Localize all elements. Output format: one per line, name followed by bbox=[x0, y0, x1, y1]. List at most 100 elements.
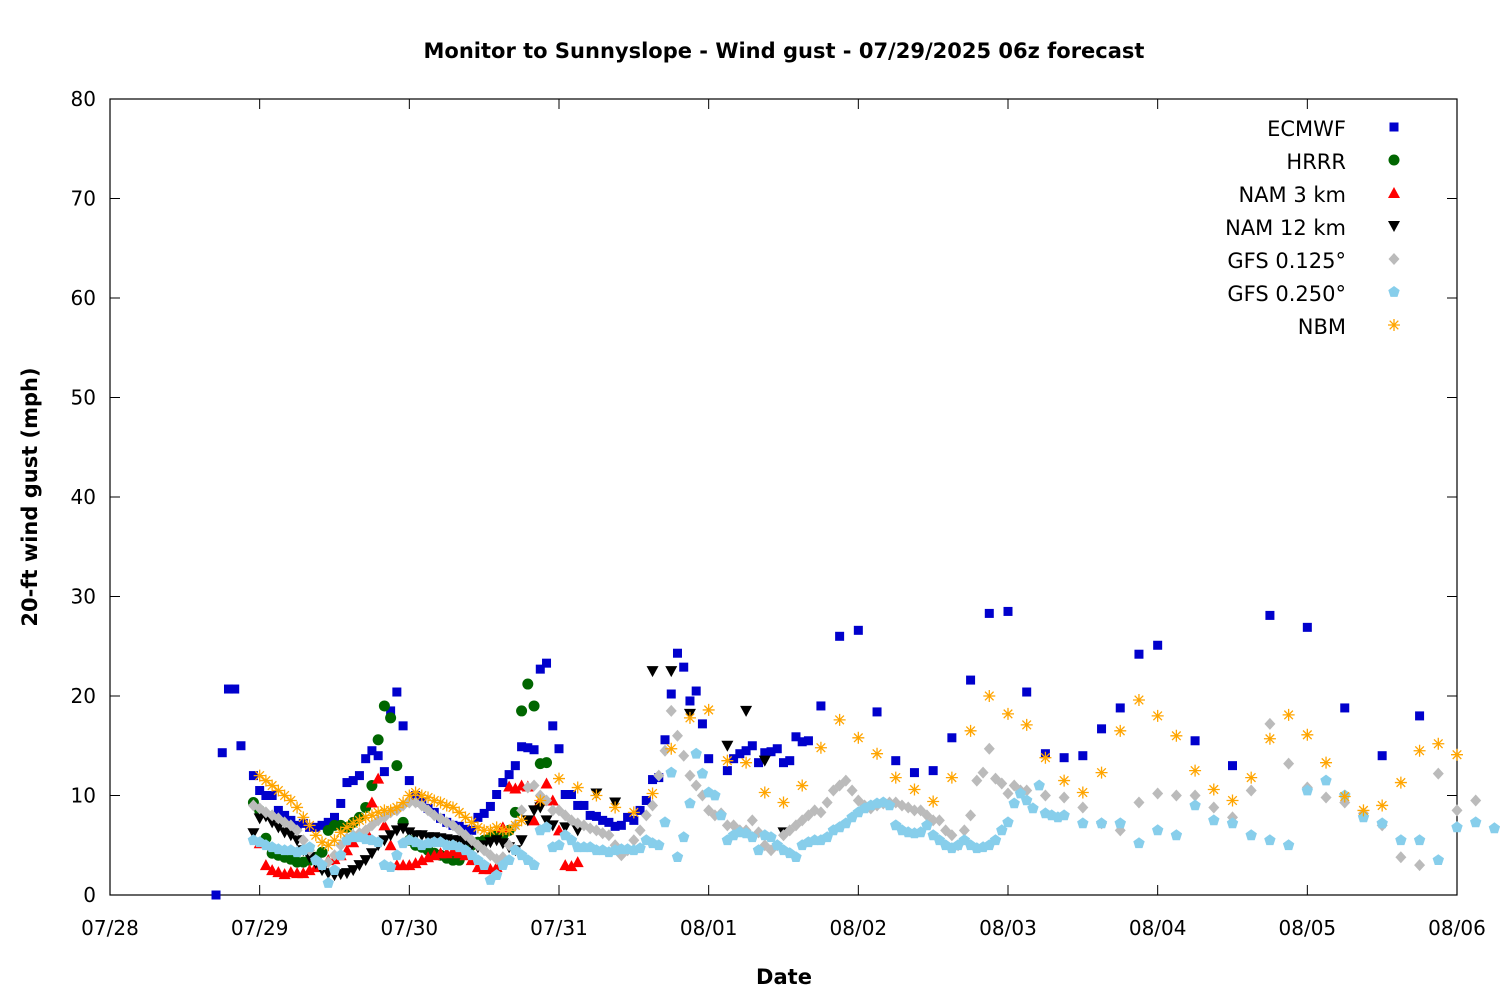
point-nbm bbox=[740, 756, 753, 769]
y-tick-label: 30 bbox=[71, 585, 96, 609]
point-ecmwf bbox=[984, 608, 994, 618]
point-nbm bbox=[1114, 724, 1127, 737]
point-gfs-0-125 bbox=[965, 809, 977, 822]
point-nbm bbox=[266, 779, 279, 792]
point-gfs-0-250 bbox=[1058, 809, 1070, 821]
point-gfs-0-250 bbox=[1027, 802, 1039, 814]
point-ecmwf bbox=[367, 746, 377, 756]
point-nbm bbox=[1132, 693, 1145, 706]
x-tick-label: 08/06 bbox=[1428, 916, 1486, 940]
x-axis-label: Date bbox=[756, 965, 812, 989]
point-ecmwf bbox=[648, 775, 658, 785]
point-ecmwf bbox=[754, 758, 764, 768]
point-ecmwf bbox=[1415, 711, 1425, 721]
point-nbm bbox=[353, 814, 366, 827]
point-nbm bbox=[303, 819, 316, 832]
legend-label-nam-3-km: NAM 3 km bbox=[1238, 183, 1346, 207]
point-gfs-0-250 bbox=[1376, 817, 1388, 829]
point-ecmwf bbox=[735, 749, 745, 759]
point-gfs-0-250 bbox=[503, 854, 515, 865]
y-axis: 0 10 20 30 40 50 60 70 80 bbox=[71, 87, 1457, 907]
point-nam-12-km bbox=[521, 815, 534, 827]
point-ecmwf bbox=[1134, 649, 1144, 659]
x-tick-label: 08/01 bbox=[680, 916, 738, 940]
point-ecmwf bbox=[1153, 640, 1163, 650]
point-ecmwf bbox=[573, 800, 583, 810]
point-gfs-0-250 bbox=[540, 821, 553, 833]
point-nbm bbox=[1338, 790, 1351, 803]
point-gfs-0-250 bbox=[565, 834, 578, 846]
point-gfs-0-250 bbox=[1226, 817, 1239, 829]
legend-marker-nam-12-km bbox=[1388, 221, 1400, 232]
point-nbm bbox=[378, 804, 391, 817]
point-ecmwf bbox=[560, 790, 570, 800]
point-gfs-0-250 bbox=[1002, 816, 1014, 828]
point-hrrr bbox=[372, 734, 384, 746]
legend-label-nam-12-km: NAM 12 km bbox=[1225, 216, 1346, 240]
point-gfs-0-250 bbox=[384, 861, 397, 872]
point-gfs-0-250 bbox=[391, 849, 403, 861]
point-gfs-0-250 bbox=[1021, 794, 1033, 806]
point-ecmwf bbox=[853, 625, 863, 635]
point-ecmwf bbox=[685, 696, 695, 706]
point-ecmwf bbox=[317, 820, 327, 830]
point-ecmwf bbox=[510, 761, 520, 771]
point-ecmwf bbox=[660, 735, 670, 745]
point-gfs-0-250 bbox=[1133, 837, 1145, 849]
point-nam-3-km bbox=[509, 782, 522, 794]
point-ecmwf bbox=[280, 810, 290, 820]
point-nbm bbox=[334, 826, 347, 839]
point-nbm bbox=[1413, 744, 1426, 757]
point-ecmwf bbox=[872, 707, 882, 717]
legend-marker-nam-3-km bbox=[1388, 187, 1400, 198]
x-tick-label: 07/31 bbox=[530, 916, 588, 940]
point-ecmwf bbox=[579, 800, 589, 810]
point-nbm bbox=[459, 811, 472, 824]
point-ecmwf bbox=[666, 689, 676, 699]
point-ecmwf bbox=[729, 754, 739, 764]
point-gfs-0-125 bbox=[640, 809, 652, 822]
point-nbm bbox=[1301, 728, 1314, 741]
point-nbm bbox=[297, 811, 310, 824]
point-gfs-0-250 bbox=[1170, 829, 1183, 841]
point-nbm bbox=[359, 811, 372, 824]
point-nbm bbox=[509, 819, 522, 832]
point-ecmwf bbox=[392, 687, 402, 697]
point-nam-3-km bbox=[528, 814, 541, 826]
point-nam-12-km bbox=[378, 835, 391, 847]
point-gfs-0-250 bbox=[690, 747, 702, 759]
point-nam-3-km bbox=[303, 864, 316, 876]
y-tick-label: 10 bbox=[71, 784, 96, 808]
point-nbm bbox=[434, 796, 447, 809]
point-nbm bbox=[534, 794, 547, 807]
point-ecmwf bbox=[679, 662, 689, 672]
point-ecmwf bbox=[504, 770, 514, 780]
x-tick-label: 07/28 bbox=[81, 916, 139, 940]
point-gfs-0-125 bbox=[815, 806, 827, 819]
point-gfs-0-125 bbox=[746, 814, 758, 827]
point-nbm bbox=[322, 839, 335, 852]
y-tick-label: 60 bbox=[71, 286, 96, 310]
point-nam-3-km bbox=[565, 860, 578, 872]
point-nam-3-km bbox=[259, 859, 272, 871]
point-nbm bbox=[484, 824, 497, 837]
point-gfs-0-250 bbox=[322, 877, 334, 888]
point-nbm bbox=[1263, 732, 1276, 745]
point-ecmwf bbox=[629, 815, 639, 825]
point-gfs-0-250 bbox=[1264, 834, 1276, 846]
point-nam-12-km bbox=[528, 805, 541, 817]
x-tick-label: 07/29 bbox=[231, 916, 289, 940]
point-nbm bbox=[316, 836, 329, 849]
point-ecmwf bbox=[947, 733, 957, 743]
point-nam-3-km bbox=[540, 777, 553, 789]
point-ecmwf bbox=[373, 751, 383, 761]
point-nbm bbox=[553, 772, 565, 785]
point-hrrr bbox=[541, 757, 553, 769]
point-ecmwf bbox=[311, 822, 321, 832]
point-nam-12-km bbox=[721, 740, 734, 752]
point-gfs-0-125 bbox=[291, 824, 303, 837]
point-ecmwf bbox=[398, 721, 408, 731]
point-ecmwf bbox=[791, 732, 801, 742]
point-nam-12-km bbox=[403, 827, 416, 839]
point-gfs-0-250 bbox=[1014, 787, 1027, 799]
